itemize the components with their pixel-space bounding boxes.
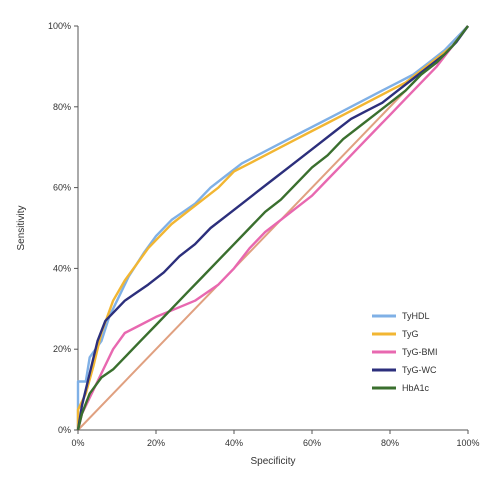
legend-label-tyg: TyG [402,329,419,339]
tick-labels: 0% 20% 40% 60% 80% 100% 0% 20% 40% 60% 80% 100% [48,21,480,448]
x-tick-label: 100% [456,438,479,448]
axes [77,26,468,431]
x-tick-label: 0% [71,438,84,448]
y-tick-label: 0% [58,425,71,435]
y-tick-label: 40% [53,263,71,273]
x-tick-label: 20% [147,438,165,448]
x-tick-label: 60% [303,438,321,448]
series-group [76,25,469,431]
series-line-tyg-wc [76,25,469,431]
legend: TyHDL TyG TyG-BMI TyG-WC HbA1c [372,311,438,393]
x-tick-label: 80% [381,438,399,448]
x-tick-label: 40% [225,438,243,448]
legend-label-hba1c: HbA1c [402,383,430,393]
legend-label-tyhdl: TyHDL [402,311,430,321]
y-axis-title: Sensitivity [16,205,27,250]
series-line-tyg [76,25,469,430]
legend-label-tyg-bmi: TyG-BMI [402,347,438,357]
series-line-tyg-bmi [76,25,469,431]
y-tick-label: 100% [48,21,71,31]
y-tick-label: 60% [53,183,71,193]
x-axis-title: Specificity [250,456,295,467]
legend-label-tyg-wc: TyG-WC [402,365,437,375]
y-tick-label: 20% [53,344,71,354]
y-tick-label: 80% [53,102,71,112]
series-line-hba1c [76,25,469,431]
